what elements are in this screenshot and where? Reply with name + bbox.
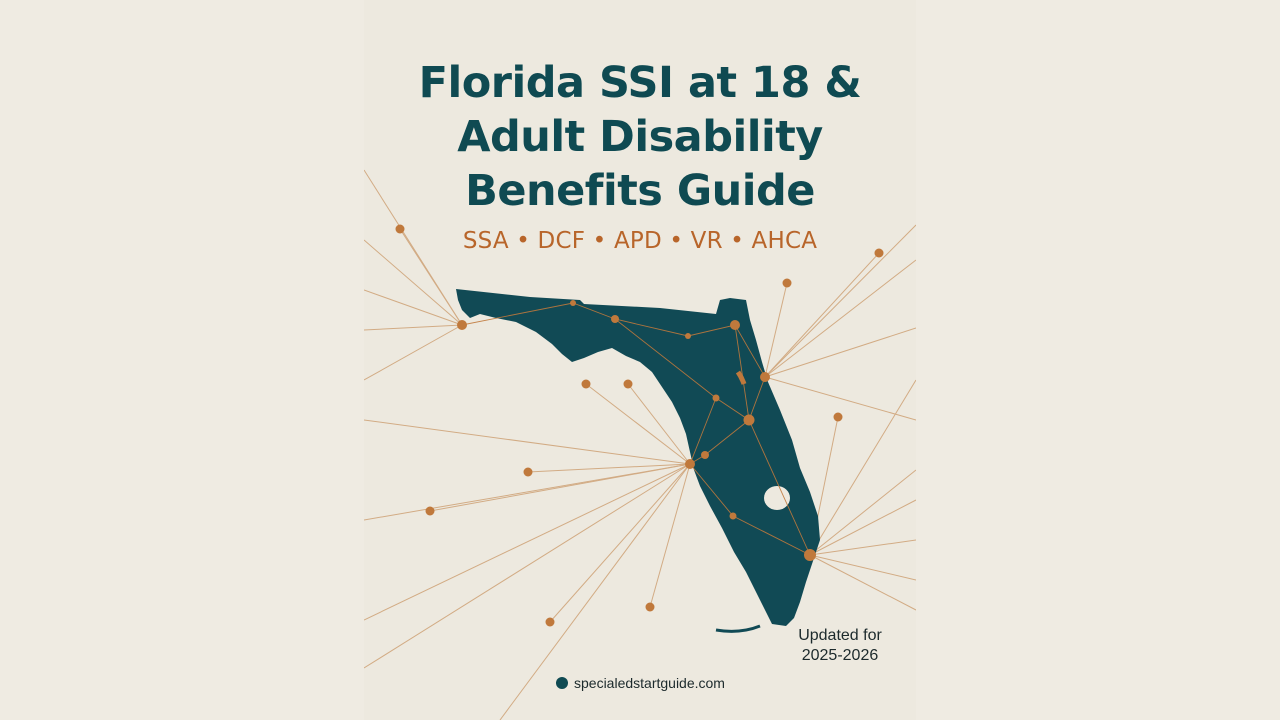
bullet-icon	[556, 677, 568, 689]
website-label: specialedstartguide.com	[574, 675, 725, 691]
florida-keys	[715, 624, 761, 633]
network-node	[685, 459, 695, 469]
connection-line	[809, 539, 916, 556]
connection-line	[809, 469, 916, 556]
network-node	[712, 394, 720, 402]
inner-route	[689, 419, 811, 556]
network-node	[685, 333, 691, 339]
lake-okeechobee	[764, 486, 790, 510]
connection-line	[764, 224, 916, 378]
connection-line	[364, 419, 691, 465]
connection-line	[364, 463, 691, 621]
network-node	[457, 320, 467, 330]
network-nodes	[395, 224, 884, 627]
connection-line	[764, 282, 788, 378]
connection-line	[649, 463, 691, 608]
connection-line	[809, 554, 916, 611]
title-line-1: Florida SSI at 18 &	[418, 58, 862, 108]
connection-line	[585, 383, 691, 465]
network-node	[833, 412, 843, 422]
network-node	[570, 300, 576, 306]
connection-line	[809, 379, 916, 556]
network-node	[645, 602, 655, 612]
network-node	[581, 379, 591, 389]
inner-route	[614, 318, 766, 421]
title-line-2: Adult Disability	[457, 112, 823, 162]
network-node	[782, 278, 792, 288]
network-node	[730, 320, 740, 330]
updated-line-2: 2025-2026	[801, 647, 879, 664]
connection-line	[809, 554, 916, 581]
connection-line	[764, 252, 880, 378]
network-node	[623, 379, 633, 389]
network-node	[395, 224, 405, 234]
connection-line	[364, 169, 463, 326]
network-node	[760, 372, 770, 382]
florida-shape	[456, 289, 820, 626]
connection-line	[527, 463, 691, 473]
connection-line	[364, 289, 463, 326]
connection-line	[764, 327, 916, 378]
connection-line	[764, 376, 916, 421]
network-node	[874, 248, 884, 258]
network-node	[701, 451, 709, 459]
connection-lines	[364, 169, 916, 720]
title-line-3: Benefits Guide	[465, 166, 815, 216]
network-node	[611, 315, 619, 323]
connection-line	[499, 463, 691, 720]
network-node	[729, 512, 737, 520]
connection-line	[364, 239, 463, 326]
connection-line	[549, 463, 691, 623]
website-footer: specialedstartguide.com	[556, 673, 725, 693]
network-node	[545, 617, 555, 627]
inner-route	[461, 302, 766, 378]
network-node	[523, 467, 533, 477]
network-node	[804, 549, 816, 561]
connection-line	[764, 259, 916, 378]
updated-note: Updated for 2025-2026	[770, 626, 910, 666]
network-node	[425, 506, 435, 516]
connection-line	[364, 324, 463, 331]
connection-line	[809, 499, 916, 556]
connection-line	[364, 463, 691, 669]
page-title: Florida SSI at 18 & Adult Disability Ben…	[364, 56, 916, 218]
connection-line	[364, 324, 463, 381]
inner-route	[734, 324, 750, 421]
inner-route	[689, 397, 717, 465]
updated-line-1: Updated for	[798, 627, 882, 644]
agencies-subtitle: SSA • DCF • APD • VR • AHCA	[462, 228, 818, 254]
connection-line	[627, 383, 691, 465]
network-node	[743, 414, 755, 426]
connection-line	[364, 463, 691, 521]
